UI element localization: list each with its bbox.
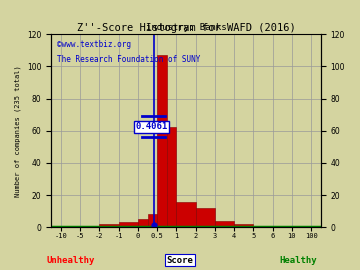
Text: Industry: Banks: Industry: Banks [146,23,226,32]
Bar [215,221,234,227]
Text: Healthy: Healthy [279,256,317,265]
Text: Unhealthy: Unhealthy [47,256,95,265]
Bar [195,208,215,227]
Title: Z''-Score Histogram for WAFD (2016): Z''-Score Histogram for WAFD (2016) [77,23,296,33]
Text: ©www.textbiz.org: ©www.textbiz.org [57,40,131,49]
Text: 0.4061: 0.4061 [135,122,168,131]
Text: Score: Score [167,256,193,265]
Bar [167,127,176,227]
Y-axis label: Number of companies (235 total): Number of companies (235 total) [15,65,22,197]
Bar [99,224,119,227]
Bar [157,55,167,227]
Bar [176,201,195,227]
Bar [138,219,148,227]
Text: The Research Foundation of SUNY: The Research Foundation of SUNY [57,55,200,65]
Bar [234,224,253,227]
Bar [253,226,273,227]
Bar [119,222,138,227]
Bar [148,214,157,227]
